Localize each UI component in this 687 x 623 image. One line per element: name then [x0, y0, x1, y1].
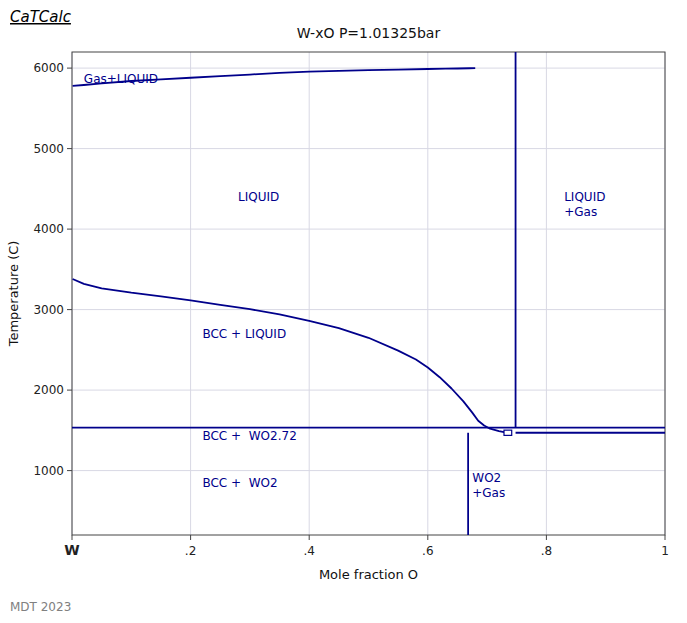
x-tick-label: 1 [661, 544, 669, 558]
grid-line-x [427, 52, 428, 535]
grid-line-y [72, 68, 665, 69]
phase-label-line: BCC + LIQUID [202, 327, 286, 341]
title: W-xO P=1.01325bar [297, 25, 441, 41]
grid-line-y [72, 148, 665, 149]
x-tick [190, 535, 191, 540]
y-tick [67, 309, 72, 310]
phase-label: BCC + WO2.72 [202, 429, 296, 443]
grid-line-y [72, 470, 665, 471]
phase-labels: Gas+LIQUIDLIQUIDLIQUID+GasBCC + LIQUIDBC… [84, 72, 606, 500]
x-tick-label: W [64, 542, 79, 558]
grid-line-y [72, 390, 665, 391]
phase-boundary [73, 68, 476, 86]
x-tick [309, 535, 310, 540]
grid-line-y [72, 309, 665, 310]
x-tick [427, 535, 428, 540]
phase-label-line: BCC + WO2 [202, 476, 277, 490]
x-tick-label: .2 [185, 544, 196, 558]
grid-line-y [72, 229, 665, 230]
phase-boundary [73, 279, 508, 433]
y-tick-label: 4000 [33, 222, 64, 236]
watermark: CaTCalc [10, 8, 72, 26]
y-tick-label: 5000 [33, 142, 64, 156]
y-tick-label: 3000 [33, 303, 64, 317]
y-tick [67, 390, 72, 391]
phase-label-line: WO2 [472, 471, 501, 485]
x-tick [546, 535, 547, 540]
phase-boundary [467, 433, 469, 535]
phase-boundary [515, 52, 517, 428]
grid-line-x [190, 52, 191, 535]
plot-frame [72, 52, 665, 535]
y-tick-label: 2000 [33, 383, 64, 397]
x-tick-label: .6 [422, 544, 433, 558]
phase-label: LIQUID+Gas [564, 190, 605, 219]
y-tick [67, 148, 72, 149]
y-tick [67, 68, 72, 69]
x-axis-label: Mole fraction O [319, 567, 418, 582]
phase-label-line: LIQUID [564, 190, 605, 204]
phase-label: LIQUID [238, 190, 279, 204]
x-tick [72, 535, 73, 540]
phase-label: WO2+Gas [472, 471, 505, 500]
x-tick-label: .8 [541, 544, 552, 558]
phase-label-line: LIQUID [238, 190, 279, 204]
x-tick [665, 535, 666, 540]
y-tick-label: 1000 [33, 464, 64, 478]
chart: W .2 .4 .6 .8 1 1000 2000 3000 4000 5000 6000 Gas+LI… [0, 0, 687, 623]
grid-line-x [309, 52, 310, 535]
phase-label: Gas+LIQUID [84, 72, 158, 86]
y-axis-label: Temperature (C) [6, 241, 21, 348]
axes: W .2 .4 .6 .8 1 1000 2000 3000 4000 5000 6000 [33, 61, 668, 558]
phase-label-line: +Gas [472, 486, 505, 500]
phase-boundary [516, 432, 665, 434]
phase-label-line: +Gas [564, 205, 597, 219]
phase-label-line: BCC + WO2.72 [202, 429, 296, 443]
y-tick-label: 6000 [33, 61, 64, 75]
y-tick [67, 470, 72, 471]
phase-label: BCC + LIQUID [202, 327, 286, 341]
data-lines [72, 52, 665, 535]
triple-point-marker [504, 430, 512, 435]
x-tick-label: .4 [303, 544, 314, 558]
phase-label-line: Gas+LIQUID [84, 72, 158, 86]
grid-line-x [546, 52, 547, 535]
phase-boundary [72, 427, 665, 429]
y-tick [67, 229, 72, 230]
footer: MDT 2023 [10, 600, 71, 614]
grid [72, 52, 665, 535]
phase-label: BCC + WO2 [202, 476, 277, 490]
